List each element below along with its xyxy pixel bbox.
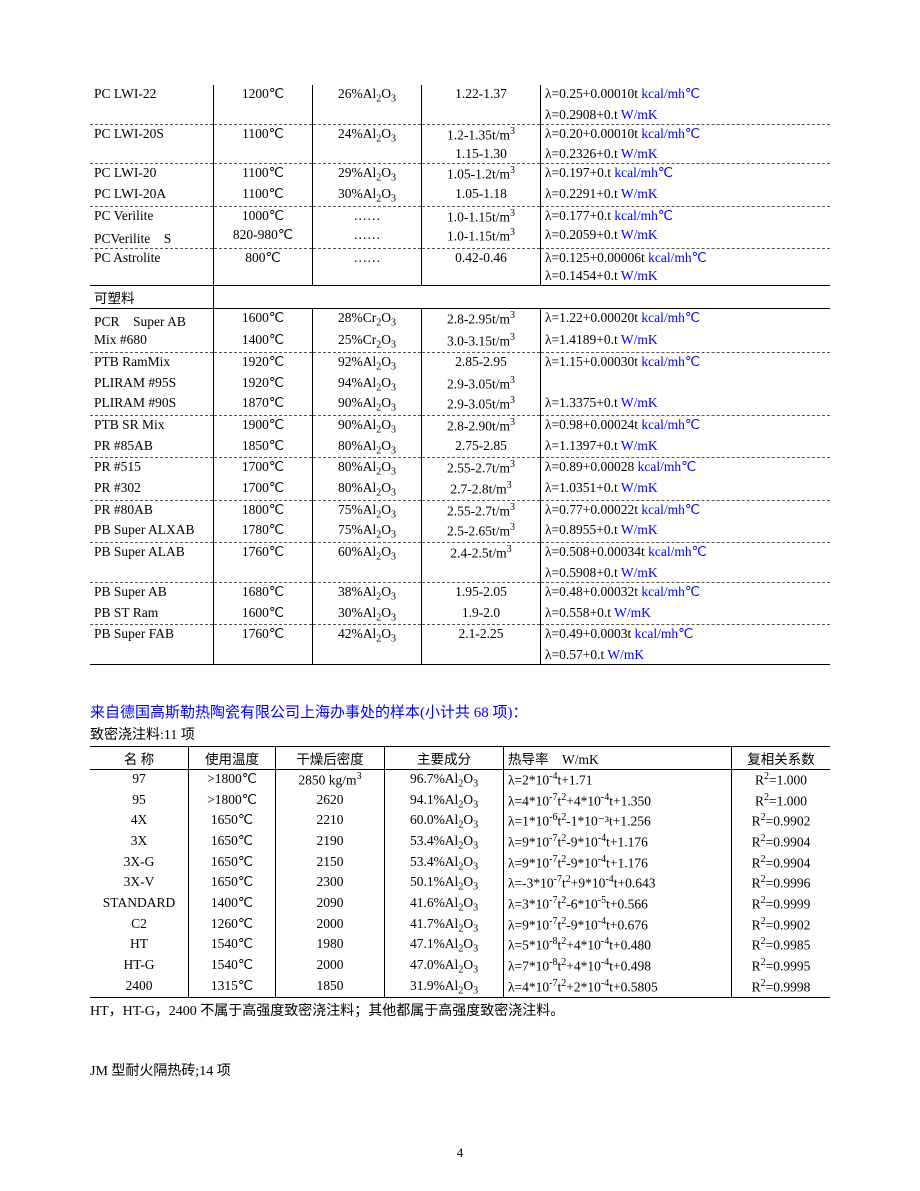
section-plastic: 可塑料 bbox=[90, 286, 830, 309]
table-row: PC LWI-20S1100℃24%Al2O31.2-1.35t/m3λ=0.2… bbox=[90, 124, 830, 145]
table-row: PC Astrolite800℃……0.42-0.46λ=0.125+0.000… bbox=[90, 249, 830, 268]
table-refractory-1: PC LWI-221200℃26%Al2O31.22-1.37λ=0.25+0.… bbox=[90, 85, 830, 665]
table-row: PR #3021700℃80%Al2O32.7-2.8t/m3λ=1.0351+… bbox=[90, 479, 830, 500]
table-row: PR #5151700℃80%Al2O32.55-2.7t/m3λ=0.89+0… bbox=[90, 458, 830, 479]
heading-german-samples: 来自德国高斯勒热陶瓷有限公司上海办事处的样本(小计共 68 项)： bbox=[90, 701, 830, 722]
table-row: λ=0.1454+0.t W/mK bbox=[90, 267, 830, 286]
table-row: PCVerilite S820-980℃……1.0-1.15t/m3λ=0.20… bbox=[90, 226, 830, 249]
table-row: PB Super AB1680℃38%Al2O31.95-2.05λ=0.48+… bbox=[90, 582, 830, 603]
table-row: PR #80AB1800℃75%Al2O32.55-2.7t/m3λ=0.77+… bbox=[90, 500, 830, 521]
table-row: Mix #6801400℃25%Cr2O33.0-3.15t/m3λ=1.418… bbox=[90, 331, 830, 352]
table-row: PLIRAM #95S1920℃94%Al2O32.9-3.05t/m3 bbox=[90, 374, 830, 395]
table-row: 3X-V1650℃230050.1%Al2O3λ=-3*10-7t2+9*10-… bbox=[90, 873, 830, 894]
table-row: HT-G1540℃200047.0%Al2O3λ=7*10-8t2+4*10-4… bbox=[90, 956, 830, 977]
table-row: PB Super ALXAB1780℃75%Al2O32.5-2.65t/m3λ… bbox=[90, 521, 830, 542]
column-header: 使用温度 bbox=[189, 746, 276, 769]
table-row: PB Super ALAB1760℃60%Al2O32.4-2.5t/m3λ=0… bbox=[90, 543, 830, 564]
footnote-ht: HT，HT-G，2400 不属于高强度致密浇注料；其他都属于高强度致密浇注料。 bbox=[90, 1000, 830, 1020]
table-row: PLIRAM #90S1870℃90%Al2O32.9-3.05t/m3λ=1.… bbox=[90, 394, 830, 415]
table-row: PTB SR Mix1900℃90%Al2O32.8-2.90t/m3λ=0.9… bbox=[90, 416, 830, 437]
column-header: 名 称 bbox=[90, 746, 189, 769]
table-row: PC LWI-20A1100℃30%Al2O31.05-1.18λ=0.2291… bbox=[90, 185, 830, 206]
table-row: C21260℃200041.7%Al2O3λ=9*10-7t2-9*10-4t+… bbox=[90, 915, 830, 936]
heading-jm-brick: JM 型耐火隔热砖;14 项 bbox=[90, 1060, 830, 1080]
table-row: 97>1800℃2850 kg/m396.7%Al2O3λ=2*10-4t+1.… bbox=[90, 769, 830, 790]
table-row: λ=0.57+0.t W/mK bbox=[90, 646, 830, 665]
table-row: PC LWI-221200℃26%Al2O31.22-1.37λ=0.25+0.… bbox=[90, 85, 830, 106]
table-row: PB Super FAB1760℃42%Al2O32.1-2.25λ=0.49+… bbox=[90, 625, 830, 646]
table-row: 3X1650℃219053.4%Al2O3λ=9*10-7t2-9*10-4t+… bbox=[90, 832, 830, 853]
column-header: 干燥后密度 bbox=[276, 746, 385, 769]
table-row: PB ST Ram1600℃30%Al2O31.9-2.0λ=0.558+0.t… bbox=[90, 604, 830, 625]
column-header: 复相关系数 bbox=[732, 746, 831, 769]
table-row: 3X-G1650℃215053.4%Al2O3λ=9*10-7t2-9*10-4… bbox=[90, 853, 830, 874]
table-german-samples: 名 称使用温度干燥后密度主要成分热导率 W/mK复相关系数 97>1800℃28… bbox=[90, 746, 830, 999]
table-row: PC Verilite1000℃……1.0-1.15t/m3λ=0.177+0.… bbox=[90, 206, 830, 226]
table-row: PCR Super AB1600℃28%Cr2O32.8-2.95t/m3λ=1… bbox=[90, 309, 830, 332]
table-row: 24001315℃185031.9%Al2O3λ=4*10-7t2+2*10-4… bbox=[90, 977, 830, 998]
page-number: 4 bbox=[0, 1145, 920, 1161]
column-header: 主要成分 bbox=[385, 746, 504, 769]
table-row: 1.15-1.30λ=0.2326+0.t W/mK bbox=[90, 145, 830, 164]
table-row: HT1540℃198047.1%Al2O3λ=5*10-8t2+4*10-4t+… bbox=[90, 935, 830, 956]
table-row: PC LWI-201100℃29%Al2O31.05-1.2t/m3λ=0.19… bbox=[90, 164, 830, 185]
table-row: STANDARD1400℃209041.6%Al2O3λ=3*10-7t2-6*… bbox=[90, 894, 830, 915]
table-row: PR #85AB1850℃80%Al2O32.75-2.85λ=1.1397+0… bbox=[90, 437, 830, 458]
table-row: PTB RamMix1920℃92%Al2O32.85-2.95λ=1.15+0… bbox=[90, 352, 830, 373]
column-header: 热导率 W/mK bbox=[504, 746, 732, 769]
subheading-dense-castable: 致密浇注料:11 项 bbox=[90, 724, 830, 744]
table-row: 4X1650℃221060.0%Al2O3λ=1*10-6t2-1*10⁻³t+… bbox=[90, 811, 830, 832]
table-row: 95>1800℃262094.1%Al2O3λ=4*10-7t2+4*10-4t… bbox=[90, 791, 830, 812]
table-row: λ=0.5908+0.t W/mK bbox=[90, 564, 830, 583]
table-row: λ=0.2908+0.t W/mK bbox=[90, 106, 830, 125]
document-page: PC LWI-221200℃26%Al2O31.22-1.37λ=0.25+0.… bbox=[0, 0, 920, 1191]
